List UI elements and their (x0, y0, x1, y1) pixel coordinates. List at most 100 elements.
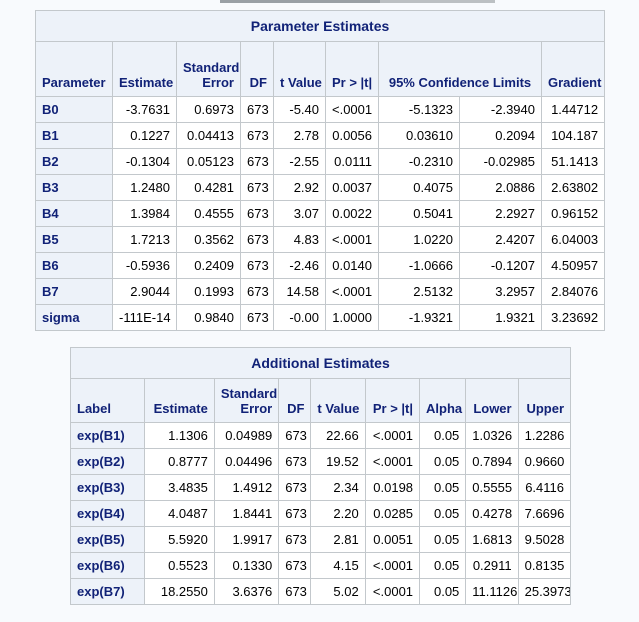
value-cell: 2.9044 (112, 278, 177, 305)
value-cell: 3.6376 (213, 578, 280, 605)
value-cell: -2.3940 (459, 96, 542, 123)
value-cell: 0.6973 (176, 96, 241, 123)
value-cell: -5.40 (273, 96, 326, 123)
value-cell: <.0001 (325, 226, 379, 253)
row-label-cell: exp(B1) (69, 422, 146, 449)
table-header-row: Label Estimate Standard Error DF t Value… (69, 378, 572, 423)
value-cell: -0.1304 (112, 148, 177, 175)
value-cell: 2.4207 (459, 226, 542, 253)
table-row: B4 1.3984 0.4555 673 3.07 0.0022 0.5041 2.2927 0… (35, 200, 606, 227)
table-title-row: Parameter Estimates (34, 10, 606, 42)
value-cell: 0.0056 (325, 122, 379, 149)
table-row: exp(B5) 5.5920 1.9917 673 2.81 0.0051 0.05 1.68… (69, 526, 572, 553)
value-cell: 0.05 (419, 578, 467, 605)
column-header-standard-error: Standard Error (213, 378, 280, 423)
value-cell: 0.0051 (364, 526, 421, 553)
value-cell: 1.9321 (459, 304, 542, 331)
value-cell: 2.0886 (459, 174, 542, 201)
value-cell: 0.5041 (378, 200, 460, 227)
row-label-cell: exp(B6) (69, 552, 146, 579)
value-cell: 673 (240, 252, 274, 279)
value-cell: 2.78 (273, 122, 326, 149)
value-cell: 1.7213 (112, 226, 177, 253)
value-cell: 0.5555 (465, 474, 519, 501)
value-cell: <.0001 (364, 422, 421, 449)
value-cell: 1.44712 (540, 96, 606, 123)
value-cell: 0.05 (419, 422, 467, 449)
column-header-t-value: t Value (273, 41, 326, 97)
value-cell: 0.03610 (378, 122, 460, 149)
value-cell: 0.0037 (325, 174, 379, 201)
row-label-cell: B2 (35, 148, 113, 175)
value-cell: 1.0000 (325, 304, 379, 331)
value-cell: 0.4075 (378, 174, 460, 201)
value-cell: 673 (278, 422, 312, 449)
value-cell: 2.81 (310, 526, 366, 553)
table-row: sigma -111E-14 0.9840 673 -0.00 1.0000 -1.9321… (35, 304, 606, 331)
value-cell: -111E-14 (112, 304, 177, 331)
value-cell: <.0001 (364, 552, 421, 579)
value-cell: 0.0111 (325, 148, 379, 175)
value-cell: 0.9840 (176, 304, 241, 331)
value-cell: 0.0140 (325, 252, 379, 279)
value-cell: 0.05123 (176, 148, 241, 175)
value-cell: 0.0198 (364, 474, 421, 501)
value-cell: 0.2094 (459, 122, 542, 149)
table-title: Parameter Estimates (34, 10, 606, 42)
cropped-table-edge-segment (380, 0, 495, 3)
value-cell: 1.1306 (144, 422, 215, 449)
value-cell: 3.23692 (540, 304, 606, 331)
value-cell: 0.3562 (176, 226, 241, 253)
row-label-cell: B7 (35, 278, 113, 305)
value-cell: 2.34 (310, 474, 366, 501)
value-cell: 0.1993 (176, 278, 241, 305)
value-cell: 0.04989 (213, 422, 280, 449)
value-cell: <.0001 (325, 278, 379, 305)
column-header-upper: Upper (517, 378, 572, 423)
value-cell: 673 (278, 578, 312, 605)
value-cell: 0.4555 (176, 200, 241, 227)
column-header-estimate: Estimate (112, 41, 177, 97)
value-cell: 0.8777 (144, 448, 215, 475)
table-row: exp(B4) 4.0487 1.8441 673 2.20 0.0285 0.05 0.42… (69, 500, 572, 527)
value-cell: 673 (278, 474, 312, 501)
parameter-estimates-table: Parameter Estimates Parameter Estimate S… (34, 10, 606, 331)
value-cell: 5.02 (310, 578, 366, 605)
column-header-df: DF (278, 378, 312, 423)
value-cell: 673 (240, 148, 274, 175)
value-cell: 4.83 (273, 226, 326, 253)
value-cell: 0.05 (419, 552, 467, 579)
row-label-cell: B4 (35, 200, 113, 227)
value-cell: 2.2927 (459, 200, 542, 227)
table-title-row: Additional Estimates (70, 347, 571, 379)
value-cell: 673 (240, 200, 274, 227)
value-cell: 673 (240, 122, 274, 149)
value-cell: -5.1323 (378, 96, 460, 123)
value-cell: 51.1413 (540, 148, 606, 175)
value-cell: 2.63802 (540, 174, 606, 201)
column-header-df: DF (240, 41, 274, 97)
value-cell: <.0001 (325, 96, 379, 123)
row-label-cell: exp(B3) (69, 474, 146, 501)
row-label-cell: exp(B2) (69, 448, 146, 475)
value-cell: 0.96152 (540, 200, 606, 227)
value-cell: 1.2480 (112, 174, 177, 201)
column-header-parameter: Parameter (35, 41, 113, 97)
cropped-table-edge-segment (220, 0, 380, 3)
value-cell: 1.0220 (378, 226, 460, 253)
table-row: exp(B1) 1.1306 0.04989 673 22.66 <.0001 0.05 1.… (69, 422, 572, 449)
table-row: exp(B3) 3.4835 1.4912 673 2.34 0.0198 0.05 0.55… (69, 474, 572, 501)
row-label-cell: B6 (35, 252, 113, 279)
value-cell: 0.0285 (364, 500, 421, 527)
value-cell: 6.4116 (517, 474, 572, 501)
value-cell: 0.05 (419, 474, 467, 501)
row-label-cell: B5 (35, 226, 113, 253)
value-cell: 6.04003 (540, 226, 606, 253)
table-row: exp(B6) 0.5523 0.1330 673 4.15 <.0001 0.05 0.29… (69, 552, 572, 579)
value-cell: 1.0326 (465, 422, 519, 449)
column-header-confidence-limits: 95% Confidence Limits (378, 41, 542, 97)
table-row: B6 -0.5936 0.2409 673 -2.46 0.0140 -1.0666 -0.1… (35, 252, 606, 279)
column-header-t-value: t Value (310, 378, 366, 423)
value-cell: 4.0487 (144, 500, 215, 527)
value-cell: 3.2957 (459, 278, 542, 305)
